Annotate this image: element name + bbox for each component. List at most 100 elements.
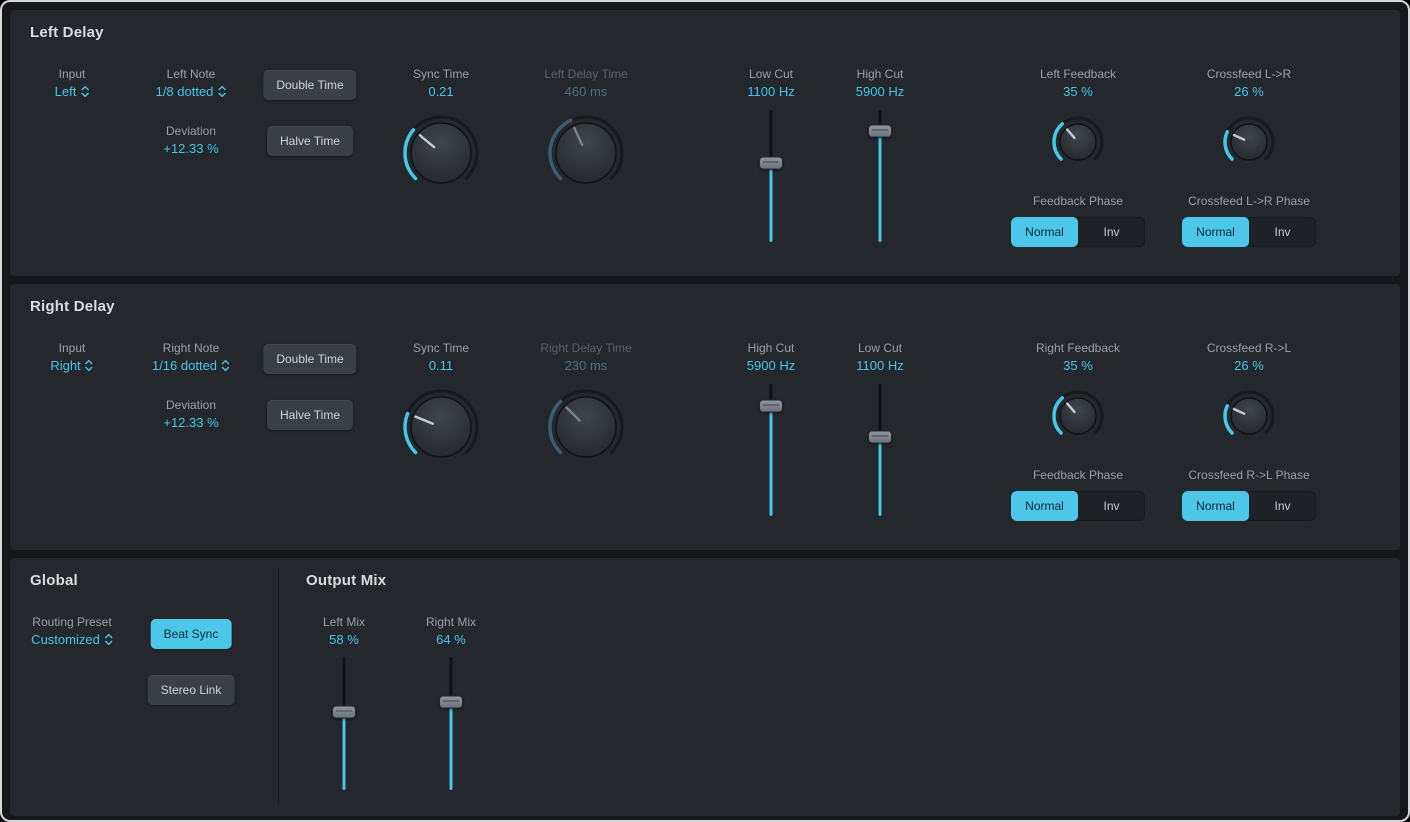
left-feedback-knob[interactable] xyxy=(1050,114,1106,170)
right-mix-value[interactable]: 64 % xyxy=(436,632,466,647)
high-cut-slider[interactable] xyxy=(759,384,783,516)
slider-fill xyxy=(342,711,346,790)
right-note-select[interactable]: 1/16 dotted xyxy=(152,358,230,374)
feedback-phase-toggle: Normal Inv xyxy=(1011,217,1145,247)
right-feedback-label: Right Feedback xyxy=(1035,341,1121,355)
global-section: Global Routing Preset Customized Beat Sy… xyxy=(10,558,1400,816)
crossfeed-rl-phase-label: Crossfeed R->L Phase xyxy=(1188,468,1310,482)
updown-chevron-icon xyxy=(218,85,226,98)
low-cut-label: Low Cut xyxy=(748,67,794,81)
right-mix-slider[interactable] xyxy=(439,657,463,790)
sync-time-knob[interactable] xyxy=(401,387,481,467)
slider-handle[interactable] xyxy=(759,156,783,170)
left-delay-title: Left Delay xyxy=(30,24,104,41)
slider-fill xyxy=(449,702,453,790)
left-mix-slider[interactable] xyxy=(332,657,356,790)
slider-handle[interactable] xyxy=(868,430,892,444)
crossfeed-rl-phase-toggle: Normal Inv xyxy=(1182,491,1316,521)
deviation-label: Deviation xyxy=(165,398,217,412)
right-feedback-knob[interactable] xyxy=(1050,388,1106,444)
sync-time-label: Sync Time xyxy=(412,341,470,355)
slider-fill xyxy=(878,436,882,516)
global-title: Global xyxy=(30,572,78,589)
feedback-phase-inv-button[interactable]: Inv xyxy=(1103,225,1120,239)
crossfeed-lr-phase-toggle: Normal Inv xyxy=(1182,217,1316,247)
crossfeed-rl-phase-inv-button[interactable]: Inv xyxy=(1274,499,1291,513)
sync-time-value[interactable]: 0.11 xyxy=(428,358,454,373)
double-time-button[interactable]: Double Time xyxy=(263,344,357,374)
sync-time-label: Sync Time xyxy=(412,67,470,81)
feedback-phase-label: Feedback Phase xyxy=(1032,194,1124,208)
crossfeed-rl-phase-normal-button[interactable]: Normal xyxy=(1182,491,1249,521)
input-label: Input xyxy=(58,67,86,81)
high-cut-value[interactable]: 5900 Hz xyxy=(855,84,905,99)
updown-chevron-icon xyxy=(104,633,113,646)
left-delay-time-label: Left Delay Time xyxy=(544,67,628,81)
double-time-button[interactable]: Double Time xyxy=(263,70,357,100)
slider-fill xyxy=(878,131,882,242)
input-value: Left xyxy=(54,84,77,99)
left-mix-label: Left Mix xyxy=(322,615,366,629)
crossfeed-lr-knob[interactable] xyxy=(1221,114,1277,170)
high-cut-value[interactable]: 5900 Hz xyxy=(746,358,796,373)
right-delay-section: Right Delay Input Right Right Note 1/16 … xyxy=(10,284,1400,550)
halve-time-button[interactable]: Halve Time xyxy=(266,400,354,430)
high-cut-slider[interactable] xyxy=(868,110,892,242)
left-feedback-value[interactable]: 35 % xyxy=(1063,84,1093,99)
feedback-phase-inv-button[interactable]: Inv xyxy=(1103,499,1120,513)
slider-fill xyxy=(769,162,773,242)
crossfeed-lr-phase-label: Crossfeed L->R Phase xyxy=(1188,194,1310,208)
crossfeed-lr-phase-inv-button[interactable]: Inv xyxy=(1274,225,1291,239)
low-cut-label: Low Cut xyxy=(857,341,903,355)
updown-chevron-icon xyxy=(221,359,230,372)
routing-preset-value: Customized xyxy=(31,632,100,647)
crossfeed-rl-label: Crossfeed R->L xyxy=(1206,341,1292,355)
right-feedback-value[interactable]: 35 % xyxy=(1063,358,1093,373)
slider-fill xyxy=(769,406,773,516)
right-note-label: Right Note xyxy=(162,341,220,355)
deviation-value[interactable]: +12.33 % xyxy=(163,415,219,430)
sync-time-value[interactable]: 0.21 xyxy=(428,84,454,99)
slider-handle[interactable] xyxy=(332,705,356,719)
feedback-phase-normal-button[interactable]: Normal xyxy=(1011,217,1078,247)
crossfeed-lr-phase-normal-button[interactable]: Normal xyxy=(1182,217,1249,247)
right-delay-time-knob xyxy=(546,387,626,467)
right-delay-time-value: 230 ms xyxy=(564,358,608,373)
left-delay-section: Left Delay Input Left Left Note 1/8 dott… xyxy=(10,10,1400,276)
left-mix-value[interactable]: 58 % xyxy=(329,632,359,647)
routing-preset-select[interactable]: Customized xyxy=(31,632,113,648)
left-feedback-label: Left Feedback xyxy=(1039,67,1117,81)
right-input-select[interactable]: Right xyxy=(50,358,93,374)
output-mix-title: Output Mix xyxy=(306,572,387,589)
left-delay-time-value: 460 ms xyxy=(564,84,608,99)
left-delay-time-knob xyxy=(546,113,626,193)
input-label: Input xyxy=(58,341,86,355)
low-cut-slider[interactable] xyxy=(868,384,892,516)
stereo-link-button[interactable]: Stereo Link xyxy=(147,675,235,705)
low-cut-value[interactable]: 1100 Hz xyxy=(856,358,904,373)
slider-handle[interactable] xyxy=(868,124,892,138)
feedback-phase-normal-button[interactable]: Normal xyxy=(1011,491,1078,521)
right-delay-title: Right Delay xyxy=(30,298,115,315)
low-cut-slider[interactable] xyxy=(759,110,783,242)
slider-handle[interactable] xyxy=(759,399,783,413)
crossfeed-lr-value[interactable]: 26 % xyxy=(1234,84,1264,99)
left-note-select[interactable]: 1/8 dotted xyxy=(156,84,227,100)
low-cut-value[interactable]: 1100 Hz xyxy=(747,84,795,99)
slider-handle[interactable] xyxy=(439,695,463,709)
input-select[interactable]: Left xyxy=(55,84,90,100)
beat-sync-button[interactable]: Beat Sync xyxy=(150,619,232,649)
halve-time-button[interactable]: Halve Time xyxy=(266,126,354,156)
left-note-label: Left Note xyxy=(166,67,216,81)
updown-chevron-icon xyxy=(85,359,93,372)
sync-time-knob[interactable] xyxy=(401,113,481,193)
right-mix-label: Right Mix xyxy=(425,615,477,629)
high-cut-label: High Cut xyxy=(856,67,904,81)
crossfeed-rl-value[interactable]: 26 % xyxy=(1234,358,1264,373)
right-note-value: 1/16 dotted xyxy=(151,358,218,373)
crossfeed-rl-knob[interactable] xyxy=(1221,388,1277,444)
updown-chevron-icon xyxy=(81,85,89,98)
deviation-value[interactable]: +12.33 % xyxy=(163,141,219,156)
deviation-label: Deviation xyxy=(165,124,217,138)
